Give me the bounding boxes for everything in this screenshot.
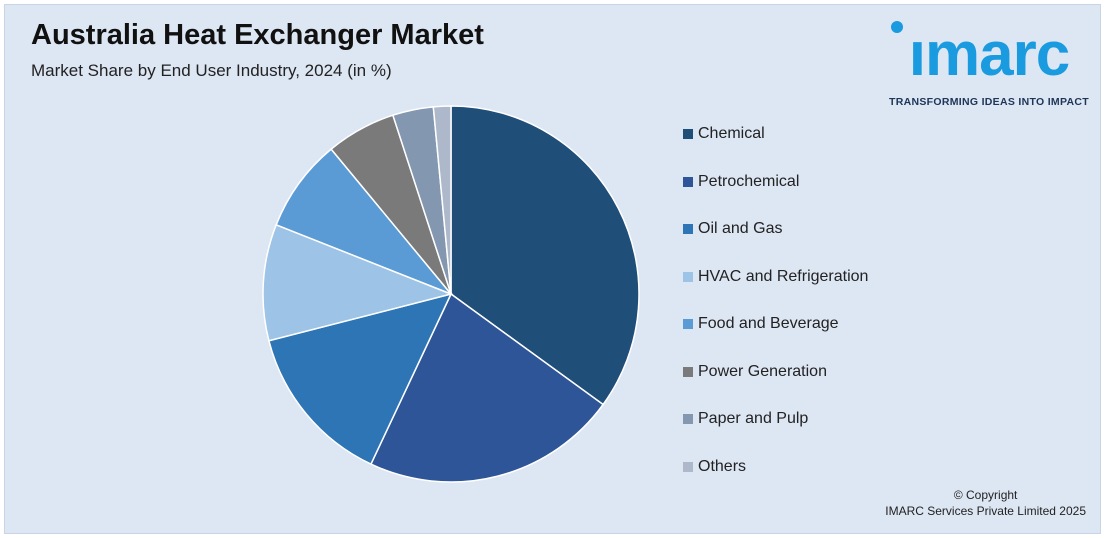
copyright-notice: © Copyright IMARC Services Private Limit…	[885, 487, 1086, 519]
legend-swatch	[683, 319, 693, 329]
legend-item: HVAC and Refrigeration	[683, 266, 868, 288]
legend-label: Oil and Gas	[698, 220, 783, 237]
pie-slice-oil-and-gas	[267, 292, 453, 466]
legend-item: Others	[683, 456, 746, 478]
legend-label: Others	[698, 457, 747, 475]
copyright-company: IMARC Services Private Limited 2025	[885, 504, 1086, 518]
legend-item: Paper and Pulp	[683, 408, 808, 430]
legend-item: Oil and Gas	[683, 218, 782, 240]
chart-subtitle: Market Share by End User Industry, 2024 …	[31, 61, 392, 80]
legend-label: HVAC and Refrigeration	[698, 267, 869, 285]
legend-swatch	[683, 224, 693, 234]
legend-label: Paper and Pulp	[698, 410, 809, 427]
logo-tagline: TRANSFORMING IDEAS INTO IMPACT	[889, 96, 1089, 108]
logo-wordmark: ımarc	[908, 20, 1070, 89]
legend-item: Food and Beverage	[683, 313, 839, 335]
legend-swatch	[683, 271, 693, 282]
pie-slice-hvac-and-refrigeration	[262, 223, 454, 342]
legend-swatch	[683, 366, 693, 377]
legend-item: Chemical	[683, 123, 765, 145]
legend-swatch	[683, 461, 693, 472]
legend-item: Petrochemical	[683, 171, 799, 193]
legend-item: Power Generation	[683, 361, 827, 383]
legend-label: Petrochemical	[698, 172, 800, 190]
pie-slice-food-and-beverage	[275, 148, 452, 295]
legend-swatch	[683, 414, 693, 424]
legend-label: Chemical	[698, 125, 765, 142]
pie-chart	[262, 105, 640, 483]
logo-dot-icon	[891, 21, 903, 33]
legend-swatch	[683, 129, 693, 139]
copyright-line: © Copyright	[953, 488, 1018, 502]
pie-slice-others	[432, 105, 452, 295]
chart-title: Australia Heat Exchanger Market	[31, 19, 484, 51]
imarc-logo: ımarc TRANSFORMING IDEAS INTO IMPACT	[881, 13, 1097, 113]
chart-frame: Australia Heat Exchanger Market Market S…	[4, 4, 1101, 534]
legend-label: Power Generation	[698, 362, 827, 380]
pie-slice-chemical	[450, 105, 640, 406]
legend-label: Food and Beverage	[698, 315, 839, 332]
legend-swatch	[683, 176, 693, 187]
